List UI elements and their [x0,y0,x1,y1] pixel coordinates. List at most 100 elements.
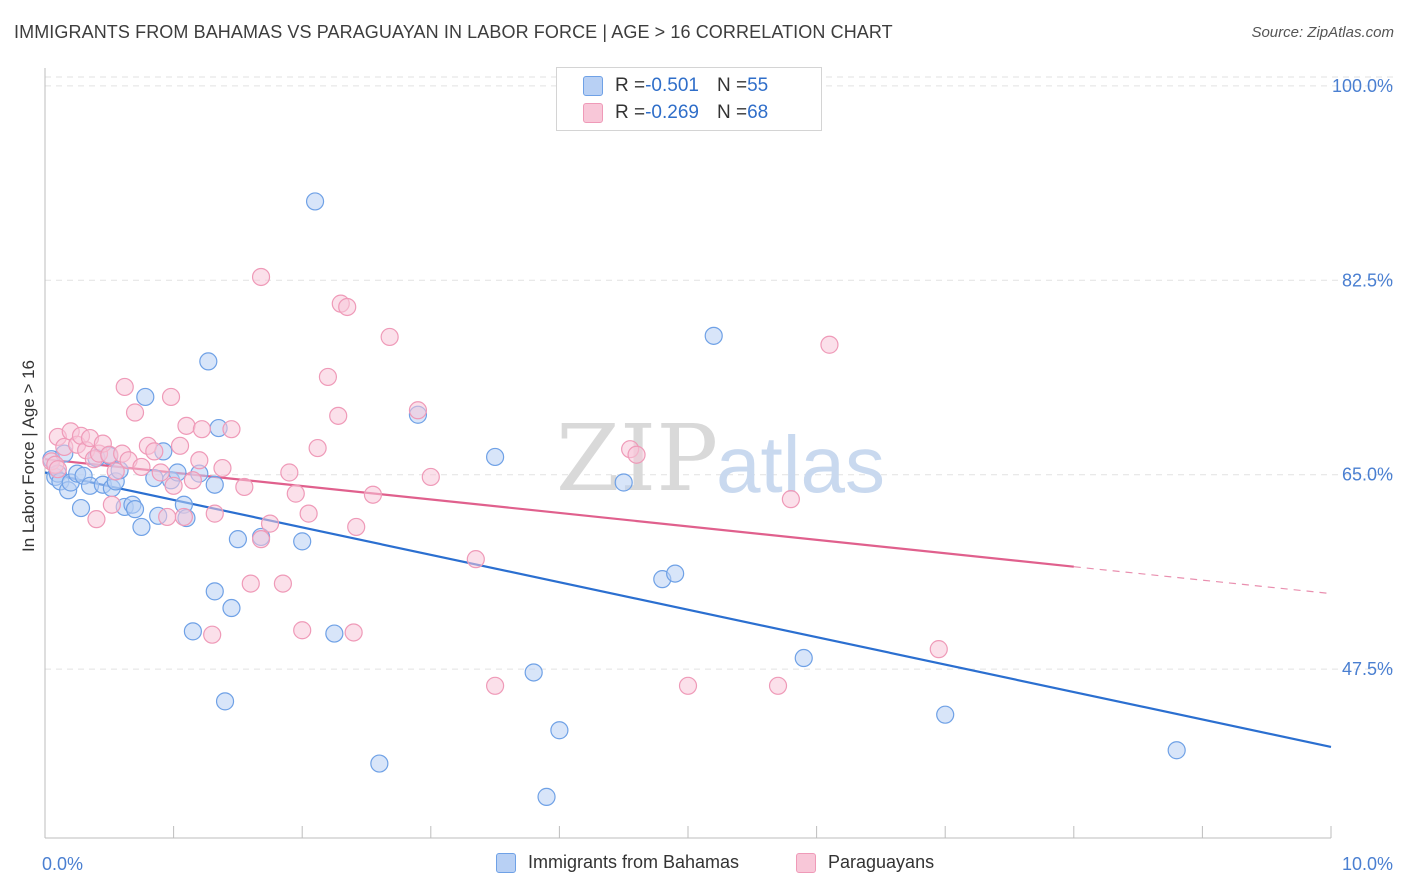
point-paraguayans-56 [486,676,505,695]
correlation-legend: R = -0.501 N = 55 R = -0.269 N = 68 [556,67,822,131]
point-paraguayans-37 [260,514,280,533]
point-paraguayans-13 [102,495,121,514]
bahamas-legend-swatch [496,852,516,873]
point-paraguayans-18 [125,403,145,422]
y-tick-label-1: 82.5% [1342,270,1393,290]
legend-row-paraguayans: R = -0.269 N = 68 [583,100,768,126]
point-paraguayans-23 [158,507,177,527]
point-paraguayans-45 [329,406,348,425]
point-bahamas-38 [305,192,325,211]
point-paraguayans-35 [235,477,254,497]
point-paraguayans-40 [286,484,305,503]
point-paraguayans-47 [338,297,357,317]
legend-item-bahamas[interactable]: Immigrants from Bahamas [496,852,739,873]
point-bahamas-40 [293,532,312,551]
n-value-paraguayans: 68 [747,102,769,123]
legend-item-paraguayans[interactable]: Paraguayans [796,852,934,873]
point-paraguayans-50 [363,485,383,504]
point-bahamas-51 [936,705,955,724]
point-paraguayans-28 [177,416,196,435]
point-bahamas-45 [486,447,505,467]
point-paraguayans-61 [781,490,800,509]
point-paraguayans-29 [183,471,202,490]
point-bahamas-18 [125,500,145,519]
point-paraguayans-38 [273,574,293,593]
point-paraguayans-39 [280,463,299,482]
point-bahamas-39 [325,624,344,643]
point-paraguayans-58 [627,445,646,464]
bahamas-swatch [583,76,603,96]
point-paraguayans-27 [174,507,193,527]
n-label: N = [716,102,748,123]
point-bahamas-53 [1167,741,1186,760]
point-paraguayans-16 [115,377,134,397]
n-value-bahamas: 55 [747,75,769,96]
legend-label-bahamas: Immigrants from Bahamas [528,852,740,872]
r-label: R = [615,75,646,96]
point-paraguayans-53 [408,401,428,420]
point-bahamas-48 [666,564,685,583]
point-paraguayans-49 [347,517,366,537]
legend-row-bahamas: R = -0.501 N = 55 [583,73,768,99]
point-bahamas-43 [524,663,543,682]
x-tick-label-max: 10.0% [1342,854,1393,874]
chart-title: IMMIGRANTS FROM BAHAMAS VS PARAGUAYAN IN… [14,22,893,42]
r-value-paraguayans: -0.269 [645,102,699,123]
point-paraguayans-64 [241,574,260,593]
paraguayans-swatch [583,103,603,123]
point-bahamas-29 [199,352,218,371]
point-paraguayans-65 [203,625,222,644]
point-paraguayans-43 [308,438,327,458]
point-bahamas-34 [222,598,241,618]
point-paraguayans-21 [145,442,164,461]
point-paraguayans-66 [48,460,67,479]
point-bahamas-20 [136,387,155,407]
point-bahamas-50 [794,648,813,668]
point-paraguayans-33 [213,458,232,478]
point-bahamas-54 [71,498,91,518]
point-paraguayans-32 [205,504,224,523]
point-paraguayans-63 [929,640,948,659]
point-paraguayans-60 [768,676,788,695]
y-tick-label-0: 100.0% [1332,76,1393,96]
point-bahamas-36 [183,622,202,641]
point-paraguayans-34 [222,420,241,439]
watermark: ZIP atlas [556,405,885,512]
data-points [42,192,1186,806]
point-bahamas-49 [704,326,723,345]
y-tick-label-2: 65.0% [1342,465,1393,485]
point-paraguayans-30 [190,451,209,470]
point-paraguayans-22 [151,463,170,482]
legend-label-paraguayans: Paraguayans [828,852,935,872]
point-bahamas-41 [370,754,389,773]
x-tick-labels: 0.0% 10.0% [42,854,1393,874]
point-paraguayans-48 [344,623,363,642]
point-paraguayans-54 [421,467,440,487]
point-paraguayans-31 [192,420,211,439]
watermark-atlas: atlas [716,420,885,509]
point-bahamas-37 [215,692,235,711]
point-paraguayans-41 [293,621,312,640]
point-bahamas-52 [537,787,556,806]
point-paraguayans-59 [678,676,698,695]
point-bahamas-19 [132,517,151,537]
point-paraguayans-67 [87,510,106,529]
y-tick-label-3: 47.5% [1342,659,1393,679]
point-paraguayans-24 [161,387,181,407]
point-bahamas-44 [550,721,569,740]
point-paraguayans-14 [106,462,125,481]
point-bahamas-35 [205,582,224,601]
chart-source: Source: ZipAtlas.com [1251,24,1394,41]
y-axis-label: In Labor Force | Age > 16 [19,360,38,552]
point-paraguayans-42 [299,504,318,523]
paraguayans-legend-swatch [796,852,816,873]
point-bahamas-32 [228,530,247,549]
point-paraguayans-55 [466,550,485,569]
point-paraguayans-19 [132,457,151,477]
r-value-bahamas: -0.501 [645,75,699,96]
y-tick-labels: 100.0% 82.5% 65.0% 47.5% [1332,76,1393,679]
point-paraguayans-25 [164,476,183,495]
trend-line-bahamas [44,471,1332,748]
point-bahamas-30 [205,475,224,494]
